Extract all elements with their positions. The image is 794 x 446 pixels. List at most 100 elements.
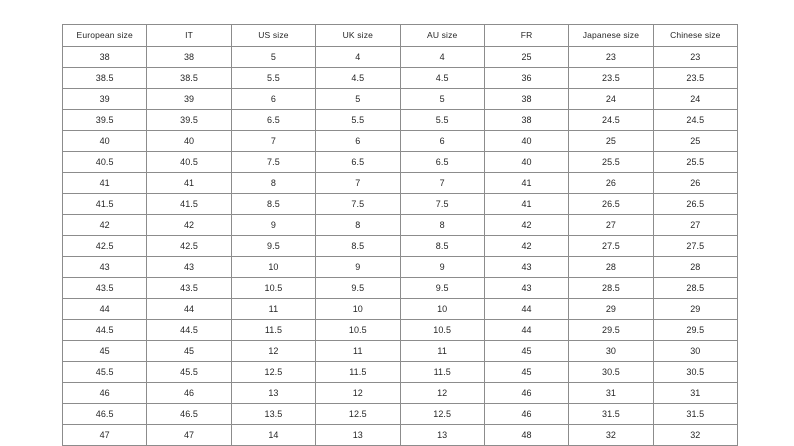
table-cell: 38.5 [146, 67, 232, 89]
table-cell: 44 [483, 298, 570, 320]
table-cell: 47 [146, 424, 232, 446]
table-cell: 9.5 [315, 277, 401, 299]
table-cell: 23 [652, 46, 739, 68]
table-cell: 41.5 [61, 193, 148, 215]
table-cell: 10 [315, 298, 401, 320]
table-cell: 4.5 [399, 67, 485, 89]
table-cell: 44.5 [61, 319, 148, 341]
table-cell: 11 [315, 340, 401, 362]
table-cell: 29 [568, 298, 654, 320]
table-cell: 44 [146, 298, 232, 320]
table-row: 45 45 12 11 11 45 30 30 [61, 340, 739, 362]
table-cell: 6 [230, 88, 317, 110]
table-cell: 8 [399, 214, 485, 236]
table-row: 43 43 10 9 9 43 28 28 [61, 256, 739, 278]
table-cell: 38 [146, 46, 232, 68]
table-cell: 27 [652, 214, 739, 236]
table-cell: 46 [61, 382, 148, 404]
table-cell: 42.5 [146, 235, 232, 257]
table-row: 43.5 43.5 10.5 9.5 9.5 43 28.5 28.5 [61, 277, 739, 299]
table-cell: 42.5 [61, 235, 148, 257]
table-cell: 41 [483, 193, 570, 215]
table-cell: 45 [61, 340, 148, 362]
table-body: 38 38 5 4 4 25 23 23 38.5 38.5 5.5 4.5 4.5 36 23.5 23.5… [61, 46, 739, 446]
table-cell: 6 [315, 130, 401, 152]
table-cell: 11.5 [399, 361, 485, 383]
table-cell: 5.5 [315, 109, 401, 131]
table-cell: 28 [568, 256, 654, 278]
table-cell: 42 [146, 214, 232, 236]
table-cell: 36 [483, 67, 570, 89]
table-cell: 41 [61, 172, 148, 194]
table-cell: 48 [483, 424, 570, 446]
table-cell: 46 [483, 403, 570, 425]
table-cell: 40 [483, 151, 570, 173]
table-cell: 39.5 [146, 109, 232, 131]
table-cell: 25 [483, 46, 570, 68]
table-cell: 25 [568, 130, 654, 152]
table-cell: 8 [315, 214, 401, 236]
table-cell: 39 [61, 88, 148, 110]
table-cell: 10 [399, 298, 485, 320]
table-header-row: European size IT US size UK size AU size… [61, 24, 739, 47]
table-cell: 41 [483, 172, 570, 194]
table-cell: 4 [399, 46, 485, 68]
table-row: 44 44 11 10 10 44 29 29 [61, 298, 739, 320]
table-cell: 7 [399, 172, 485, 194]
table-cell: 45 [483, 361, 570, 383]
table-cell: 6 [399, 130, 485, 152]
column-header-fr: FR [483, 24, 570, 47]
table-cell: 41 [146, 172, 232, 194]
table-cell: 26.5 [568, 193, 654, 215]
table-cell: 23 [568, 46, 654, 68]
table-row: 44.5 44.5 11.5 10.5 10.5 44 29.5 29.5 [61, 319, 739, 341]
table-cell: 27 [568, 214, 654, 236]
table-cell: 31.5 [652, 403, 739, 425]
table-cell: 43 [61, 256, 148, 278]
table-cell: 8.5 [399, 235, 485, 257]
table-cell: 41.5 [146, 193, 232, 215]
table-cell: 10.5 [230, 277, 317, 299]
table-cell: 40 [483, 130, 570, 152]
table-cell: 7 [230, 130, 317, 152]
size-chart-container: European size IT US size UK size AU size… [61, 24, 739, 446]
table-row: 42 42 9 8 8 42 27 27 [61, 214, 739, 236]
table-row: 42.5 42.5 9.5 8.5 8.5 42 27.5 27.5 [61, 235, 739, 257]
table-cell: 8.5 [315, 235, 401, 257]
table-cell: 46.5 [146, 403, 232, 425]
column-header-it: IT [146, 24, 232, 47]
table-cell: 45 [146, 340, 232, 362]
table-cell: 42 [61, 214, 148, 236]
table-cell: 6.5 [315, 151, 401, 173]
table-cell: 9 [399, 256, 485, 278]
table-cell: 38 [483, 88, 570, 110]
table-cell: 24 [652, 88, 739, 110]
table-cell: 5 [230, 46, 317, 68]
table-row: 39.5 39.5 6.5 5.5 5.5 38 24.5 24.5 [61, 109, 739, 131]
table-cell: 25 [652, 130, 739, 152]
table-cell: 7 [315, 172, 401, 194]
table-cell: 43.5 [146, 277, 232, 299]
table-cell: 32 [652, 424, 739, 446]
table-cell: 4 [315, 46, 401, 68]
table-cell: 10 [230, 256, 317, 278]
table-cell: 9.5 [230, 235, 317, 257]
table-cell: 12.5 [399, 403, 485, 425]
table-row: 40 40 7 6 6 40 25 25 [61, 130, 739, 152]
table-cell: 40 [146, 130, 232, 152]
table-cell: 30 [568, 340, 654, 362]
table-row: 41.5 41.5 8.5 7.5 7.5 41 26.5 26.5 [61, 193, 739, 215]
table-cell: 40 [61, 130, 148, 152]
table-cell: 39.5 [61, 109, 148, 131]
table-cell: 30.5 [568, 361, 654, 383]
table-cell: 14 [230, 424, 317, 446]
table-cell: 6.5 [230, 109, 317, 131]
table-header: European size IT US size UK size AU size… [61, 24, 739, 47]
column-header-au-size: AU size [399, 24, 485, 47]
table-cell: 38 [483, 109, 570, 131]
table-cell: 44 [61, 298, 148, 320]
table-cell: 5 [315, 88, 401, 110]
column-header-us-size: US size [230, 24, 317, 47]
table-cell: 30.5 [652, 361, 739, 383]
table-cell: 13 [315, 424, 401, 446]
